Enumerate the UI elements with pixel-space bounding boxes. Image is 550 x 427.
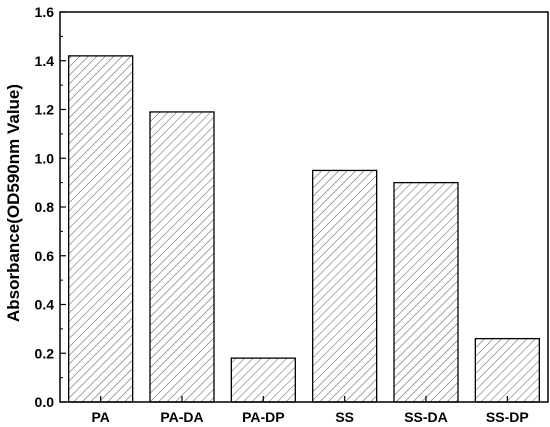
y-tick-label: 0.4 (35, 297, 55, 313)
x-tick-label: PA (91, 409, 109, 425)
x-tick-label: SS (335, 409, 354, 425)
x-tick-label: SS-DP (486, 409, 529, 425)
y-tick-label: 1.0 (35, 150, 55, 166)
plot-frame (59, 11, 549, 403)
bar-ss (312, 169, 378, 403)
x-tick-label: SS-DA (404, 409, 448, 425)
y-tick-label: 1.2 (35, 102, 55, 118)
bar-pa-da (149, 111, 215, 403)
y-axis-label: Absorbance(OD590nm Value) (4, 84, 23, 322)
y-tick-label: 0.6 (35, 248, 55, 264)
bar-pa (68, 55, 134, 403)
bar-ss-dp (474, 337, 540, 403)
x-tick-label: PA-DP (242, 409, 285, 425)
y-axis-ticks: 0.0 0.2 0.4 0.6 0.8 1.0 1.2 1.4 1.6 (35, 4, 66, 410)
x-axis-ticks: PA PA-DA PA-DP SS SS-DA SS-DP (91, 396, 529, 425)
x-tick-label: PA-DA (160, 409, 203, 425)
y-tick-label: 1.6 (35, 4, 55, 20)
bar-pa-dp (230, 357, 296, 403)
bar-ss-da (393, 181, 459, 403)
y-tick-label: 1.4 (35, 53, 55, 69)
y-tick-label: 0.0 (35, 394, 55, 410)
bars (68, 55, 540, 403)
y-tick-label: 0.2 (35, 345, 55, 361)
y-tick-label: 0.8 (35, 199, 55, 215)
